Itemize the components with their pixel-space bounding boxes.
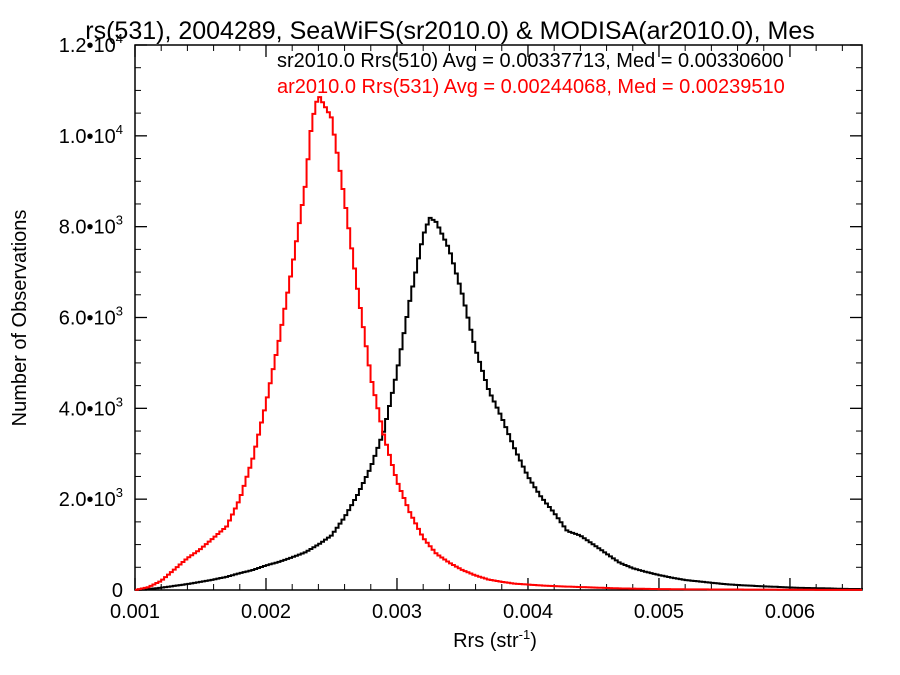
y-tick-exponent: 3 — [116, 394, 123, 409]
series-line-0 — [135, 216, 863, 591]
y-tick-exponent: 4 — [116, 31, 123, 46]
series-line-1 — [135, 96, 862, 591]
x-axis-label-close: ) — [530, 630, 537, 652]
y-tick-exponent: 4 — [116, 122, 123, 137]
y-tick-label: 8.0•103 — [59, 213, 123, 239]
y-tick-label: 0 — [112, 580, 123, 602]
y-tick-mantissa: 1.0•10 — [59, 126, 116, 148]
x-axis-label: Rrs (str-1) — [453, 627, 537, 652]
histogram-lines — [135, 96, 863, 591]
y-tick-mantissa: 0 — [112, 580, 123, 602]
y-tick-exponent: 3 — [116, 485, 123, 500]
y-tick-mantissa: 6.0•10 — [59, 308, 116, 330]
x-tick-label: 0.001 — [110, 601, 160, 623]
plot-frame — [134, 44, 863, 591]
x-tick-label: 0.004 — [503, 601, 553, 623]
x-tick-label: 0.006 — [765, 601, 815, 623]
y-tick-mantissa: 1.2•10 — [59, 35, 116, 57]
x-tick-label: 0.003 — [372, 601, 422, 623]
legend: sr2010.0 Rrs(510) Avg = 0.00337713, Med … — [277, 50, 785, 98]
y-tick-label: 1.2•104 — [59, 31, 123, 57]
y-tick-exponent: 3 — [116, 213, 123, 228]
y-tick-label: 2.0•103 — [59, 485, 123, 511]
x-axis-label-superscript: -1 — [519, 627, 531, 642]
y-axis-label: Number of Observations — [9, 210, 31, 427]
y-tick-label: 6.0•103 — [59, 304, 123, 330]
y-tick-mantissa: 2.0•10 — [59, 489, 116, 511]
y-tick-mantissa: 4.0•10 — [59, 398, 116, 420]
x-axis-label-text: Rrs (str — [453, 630, 519, 652]
x-tick-label: 0.005 — [634, 601, 684, 623]
x-tick-labels: 0.001 0.002 0.003 0.004 0.005 0.006 — [110, 601, 815, 623]
axis-ticks — [134, 44, 862, 591]
x-tick-label: 0.002 — [241, 601, 291, 623]
y-tick-label: 4.0•103 — [59, 394, 123, 420]
legend-entry-1: ar2010.0 Rrs(531) Avg = 0.00244068, Med … — [277, 76, 785, 98]
y-tick-labels: 02.0•1034.0•1036.0•1038.0•1031.0•1041.2•… — [59, 31, 123, 602]
y-tick-mantissa: 8.0•10 — [59, 217, 116, 239]
y-tick-label: 1.0•104 — [59, 122, 123, 148]
legend-entry-0: sr2010.0 Rrs(510) Avg = 0.00337713, Med … — [277, 50, 784, 72]
y-tick-exponent: 3 — [116, 304, 123, 319]
chart-title: rs(531), 2004289, SeaWiFS(sr2010.0) & MO… — [85, 17, 814, 45]
